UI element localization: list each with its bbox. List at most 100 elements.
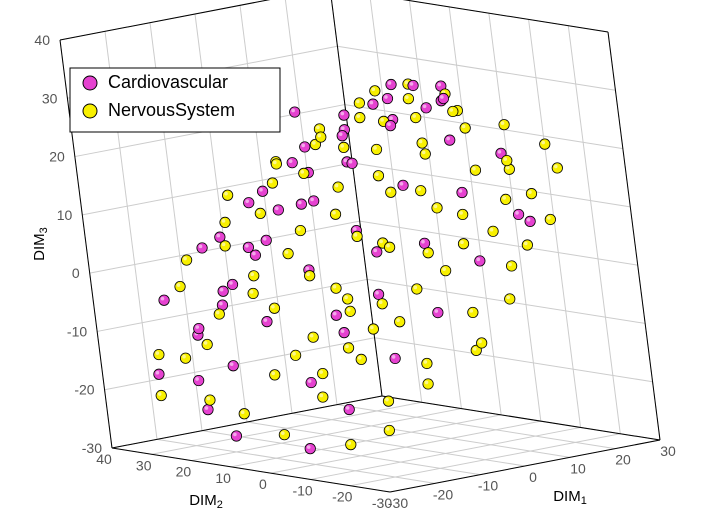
data-point <box>458 239 468 249</box>
z-tick: 30 <box>42 90 58 106</box>
data-point <box>333 182 343 192</box>
data-point <box>403 94 413 104</box>
data-point <box>222 190 232 200</box>
data-point <box>499 119 509 129</box>
legend-marker <box>83 76 97 90</box>
data-point <box>228 361 238 371</box>
data-point <box>386 79 396 89</box>
data-point <box>445 135 455 145</box>
data-point <box>545 214 555 224</box>
data-point <box>306 377 316 387</box>
data-point <box>384 242 394 252</box>
data-point <box>513 209 523 219</box>
data-point <box>262 316 272 326</box>
data-point <box>339 327 349 337</box>
y-tick: 20 <box>176 464 192 480</box>
data-point <box>346 439 356 449</box>
data-point <box>279 430 289 440</box>
data-point <box>488 226 498 236</box>
scatter-points <box>154 79 563 454</box>
data-point <box>339 142 349 152</box>
data-point <box>552 163 562 173</box>
data-point <box>203 404 213 414</box>
y-tick: -20 <box>332 489 352 505</box>
data-point <box>154 349 164 359</box>
y-tick: 30 <box>136 457 152 473</box>
data-point <box>331 310 341 320</box>
data-point <box>299 168 309 178</box>
data-point <box>423 248 433 258</box>
data-point <box>525 216 535 226</box>
data-point <box>154 369 164 379</box>
data-point <box>411 112 421 122</box>
data-point <box>283 248 293 258</box>
data-point <box>218 286 228 296</box>
data-point <box>440 265 450 275</box>
data-point <box>261 235 271 245</box>
data-point <box>304 271 314 281</box>
z-tick: 20 <box>49 149 65 165</box>
data-point <box>345 306 355 316</box>
data-point <box>180 353 190 363</box>
data-point <box>202 339 212 349</box>
data-point <box>231 431 241 441</box>
data-point <box>390 353 400 363</box>
data-point <box>506 261 516 271</box>
data-point <box>308 332 318 342</box>
data-point <box>448 106 458 116</box>
data-point <box>432 203 442 213</box>
data-point <box>300 142 310 152</box>
data-point <box>372 247 382 257</box>
data-point <box>337 131 347 141</box>
data-point <box>194 323 204 333</box>
data-point <box>159 295 169 305</box>
data-point <box>412 284 422 294</box>
data-point <box>248 288 258 298</box>
data-point <box>205 395 215 405</box>
data-point <box>468 307 478 317</box>
data-point <box>193 375 203 385</box>
y-tick: 0 <box>259 476 267 492</box>
x-axis-label: DIM1 <box>553 488 587 507</box>
data-point <box>318 392 328 402</box>
data-point <box>214 309 224 319</box>
data-point <box>522 240 532 250</box>
data-point <box>316 132 326 142</box>
y-tick: 10 <box>215 470 231 486</box>
data-point <box>382 93 392 103</box>
data-point <box>385 120 395 130</box>
x-tick: -20 <box>433 486 453 502</box>
data-point <box>343 343 353 353</box>
x-tick: 0 <box>529 469 537 485</box>
data-point <box>271 159 281 169</box>
data-point <box>384 425 394 435</box>
data-point <box>289 107 299 117</box>
data-point <box>368 324 378 334</box>
data-point <box>220 241 230 251</box>
data-point <box>269 303 279 313</box>
data-point <box>255 208 265 218</box>
y-axis-label: DIM2 <box>189 492 223 511</box>
data-point <box>370 86 380 96</box>
data-point <box>356 354 366 364</box>
z-tick: 10 <box>57 207 73 223</box>
x-tick: -10 <box>478 478 498 494</box>
data-point <box>257 186 267 196</box>
data-point <box>526 188 536 198</box>
data-point <box>421 103 431 113</box>
z-tick: 40 <box>34 32 50 48</box>
z-tick: -20 <box>74 382 94 398</box>
data-point <box>354 98 364 108</box>
data-point <box>373 289 383 299</box>
z-tick: 0 <box>72 265 80 281</box>
data-point <box>470 165 480 175</box>
legend-label: Cardiovascular <box>108 72 228 92</box>
z-tick: -30 <box>82 440 102 456</box>
data-point <box>457 209 467 219</box>
data-point <box>273 205 283 215</box>
data-point <box>433 307 443 317</box>
data-point <box>377 299 387 309</box>
legend-label: NervousSystem <box>108 100 235 120</box>
x-tick: 10 <box>570 460 586 476</box>
data-point <box>267 178 277 188</box>
